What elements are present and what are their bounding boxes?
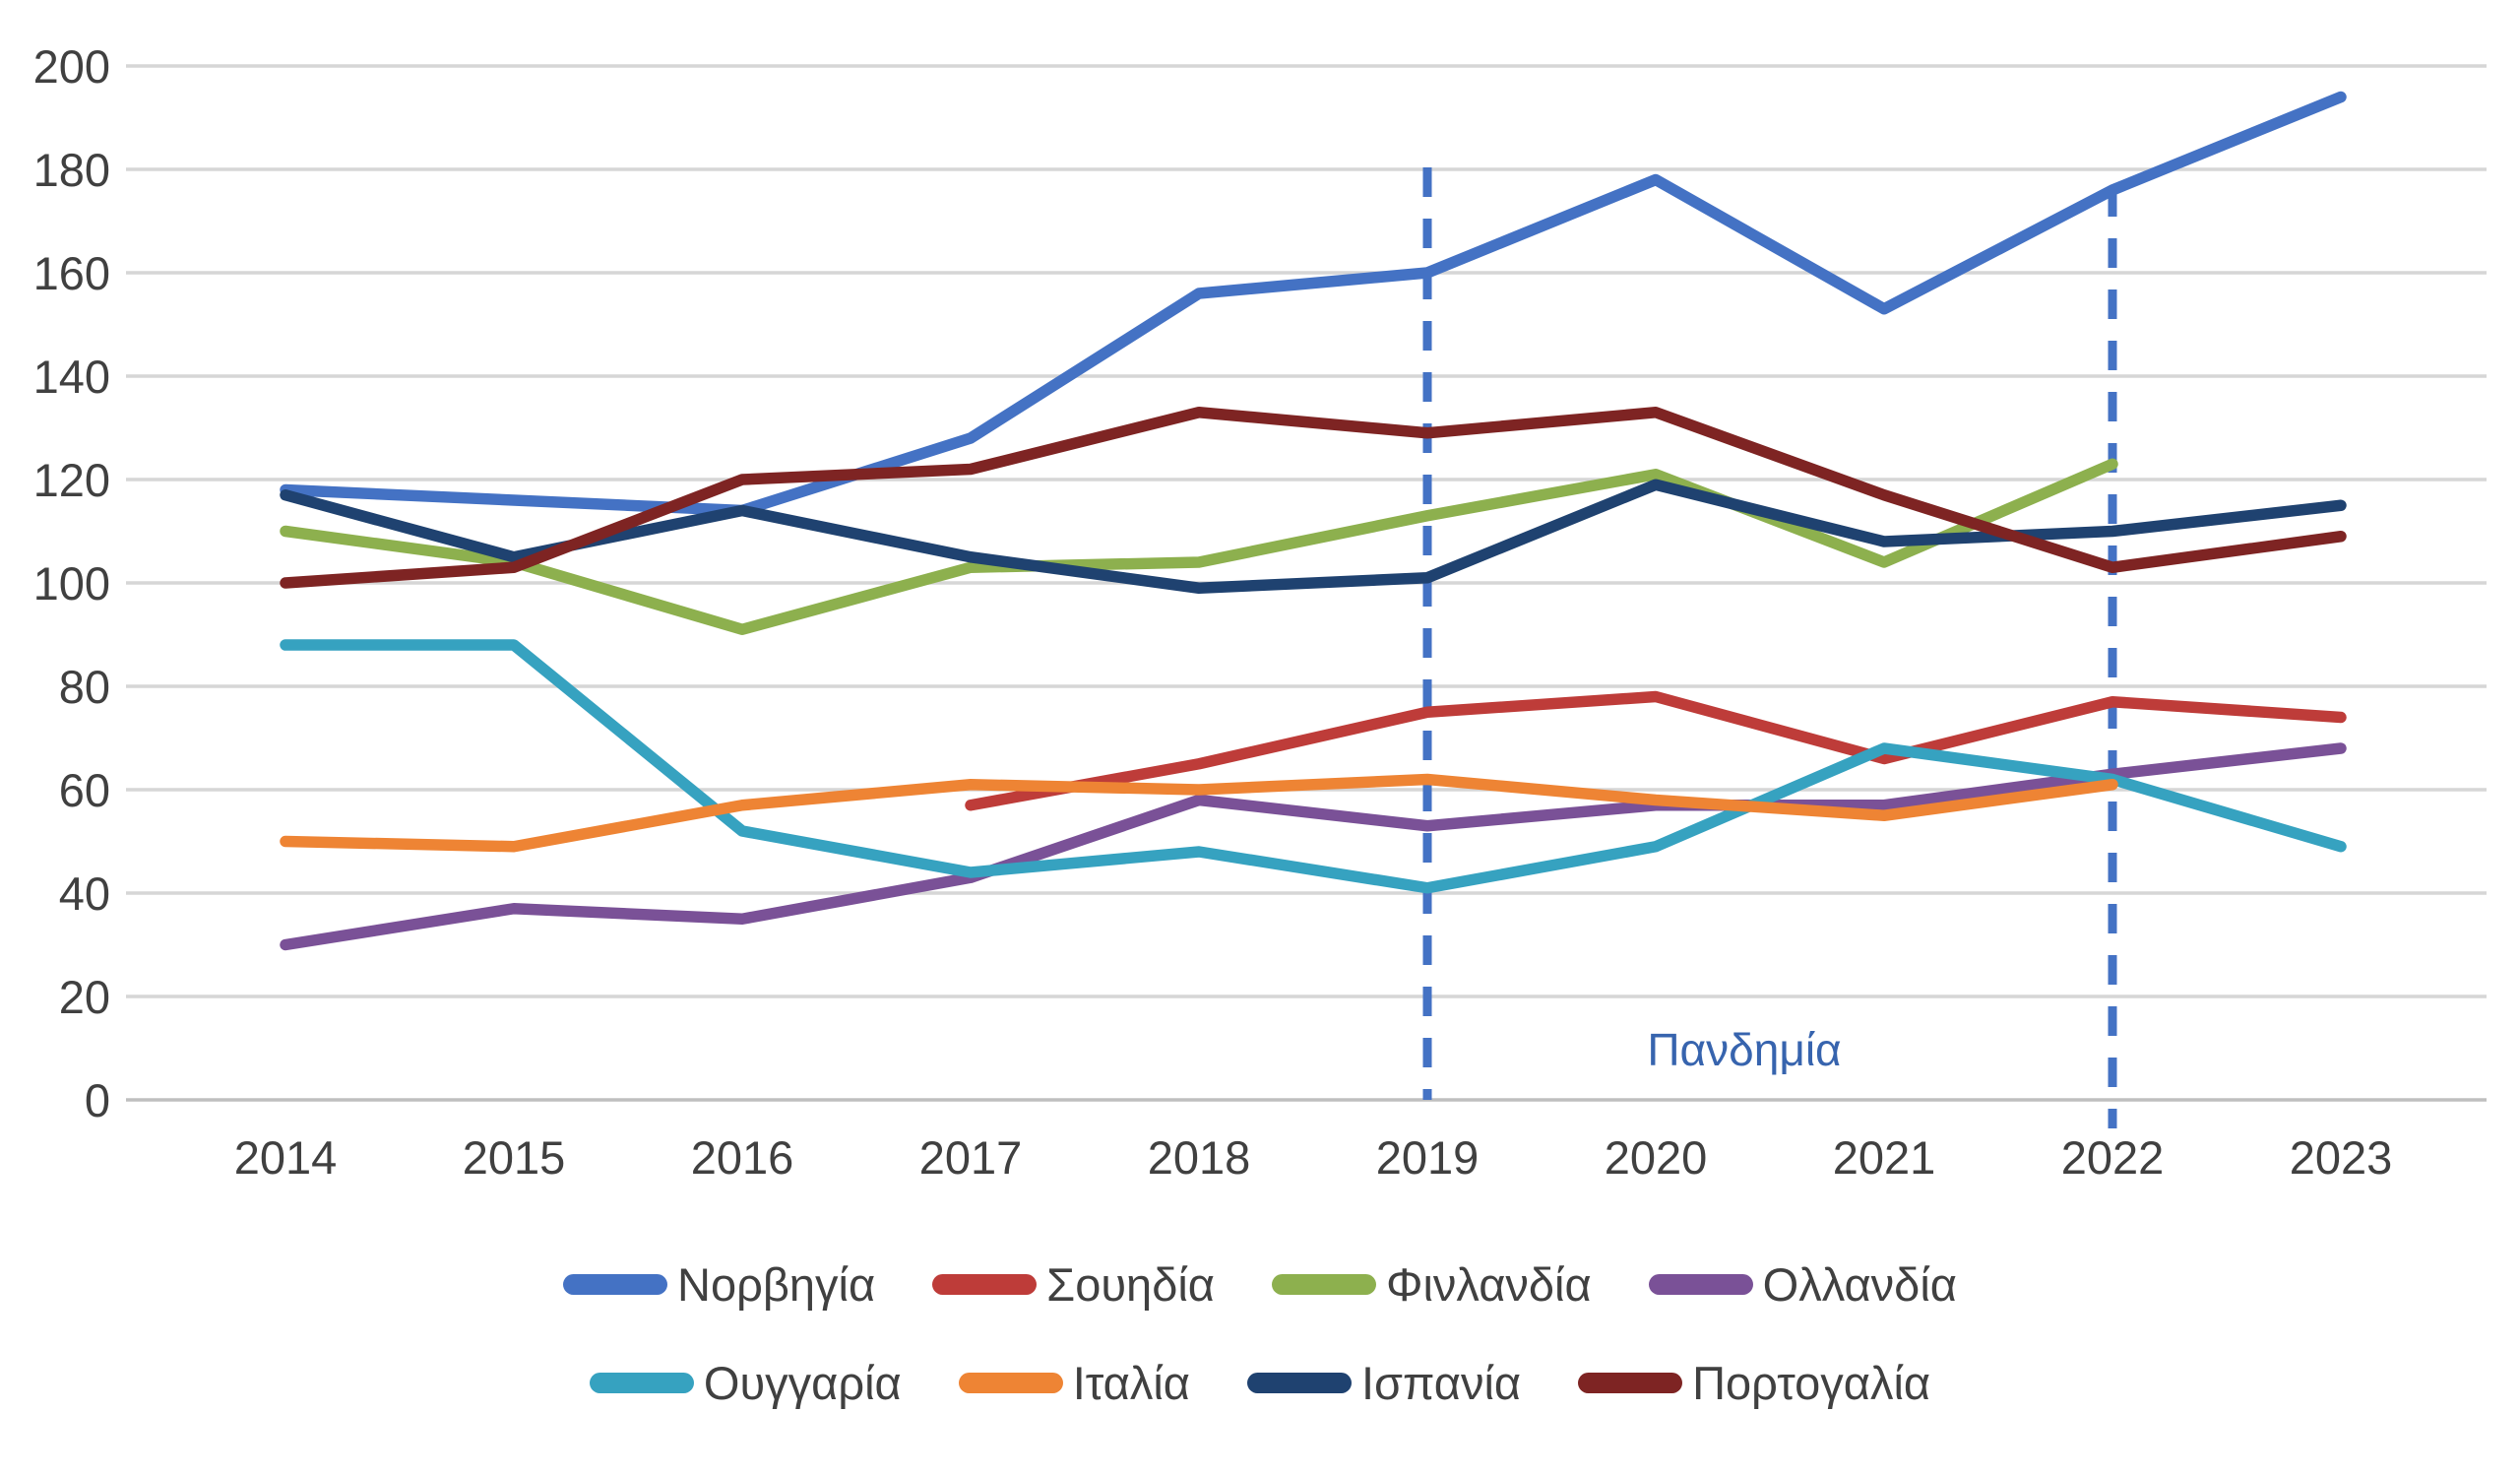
- x-tick-label: 2022: [2061, 1131, 2165, 1184]
- legend-item-Ολλανδία: Ολλανδία: [1648, 1257, 1957, 1312]
- legend-swatch-icon: [589, 1372, 694, 1393]
- legend-swatch-icon: [1271, 1273, 1376, 1295]
- legend-swatch-icon: [932, 1273, 1038, 1295]
- y-tick-label: 140: [33, 351, 110, 403]
- legend-label: Ιταλία: [1072, 1356, 1190, 1409]
- x-tick-label: 2020: [1605, 1131, 1708, 1184]
- legend-item-Φινλανδία: Φινλανδία: [1271, 1257, 1592, 1312]
- legend-item-Ουγγαρία: Ουγγαρία: [589, 1356, 902, 1410]
- x-tick-label: 2021: [1833, 1131, 1936, 1184]
- y-tick-label: 80: [59, 661, 110, 713]
- legend-label: Σουηδία: [1046, 1257, 1215, 1311]
- x-tick-label: 2018: [1148, 1131, 1251, 1184]
- y-tick-label: 60: [59, 764, 110, 816]
- legend-swatch-icon: [1578, 1372, 1683, 1393]
- legend-item-Σουηδία: Σουηδία: [932, 1257, 1215, 1312]
- series-line-Πορτογαλία: [280, 407, 2347, 589]
- x-tick-label: 2017: [919, 1131, 1023, 1184]
- legend-item-Ιταλία: Ιταλία: [958, 1356, 1190, 1410]
- legend-swatch-icon: [1648, 1273, 1753, 1295]
- series-line-Σουηδία: [965, 690, 2347, 811]
- legend-swatch-icon: [563, 1273, 668, 1295]
- legend-swatch-icon: [1246, 1372, 1352, 1393]
- legend-label: Ισπανία: [1360, 1356, 1522, 1409]
- legend-row-2: Ουγγαρία Ιταλία Ισπανία Πορτογαλία: [0, 1335, 2520, 1430]
- legend-label: Φινλανδία: [1385, 1257, 1592, 1311]
- series-line-Ολλανδία: [280, 742, 2347, 951]
- legend-label: Νορβηγία: [677, 1257, 876, 1311]
- y-tick-label: 100: [33, 557, 110, 610]
- x-tick-label: 2023: [2290, 1131, 2393, 1184]
- x-tick-label: 2016: [691, 1131, 794, 1184]
- y-tick-label: 160: [33, 247, 110, 299]
- y-tick-label: 40: [59, 867, 110, 920]
- legend-row-1: Νορβηγία Σουηδία Φινλανδία Ολλανδία: [0, 1237, 2520, 1331]
- legend-label: Ολλανδία: [1762, 1257, 1957, 1311]
- pandemic-label: Πανδημία: [1647, 1024, 1841, 1075]
- y-tick-label: 0: [85, 1074, 110, 1126]
- legend-item-Νορβηγία: Νορβηγία: [563, 1257, 875, 1312]
- y-tick-label: 180: [33, 144, 110, 196]
- series-line-Φινλανδία: [280, 458, 2118, 635]
- series-line-Ουγγαρία: [280, 639, 2347, 894]
- series-line-Ιταλία: [280, 773, 2118, 853]
- x-tick-label: 2019: [1376, 1131, 1480, 1184]
- x-tick-label: 2015: [463, 1131, 566, 1184]
- legend-swatch-icon: [958, 1372, 1063, 1393]
- legend-label: Ουγγαρία: [703, 1356, 902, 1409]
- legend-label: Πορτογαλία: [1692, 1356, 1931, 1409]
- legend-item-Ισπανία: Ισπανία: [1246, 1356, 1522, 1410]
- x-tick-label: 2014: [234, 1131, 338, 1184]
- y-tick-label: 200: [33, 40, 110, 93]
- y-tick-label: 120: [33, 454, 110, 506]
- y-tick-label: 20: [59, 971, 110, 1023]
- legend-item-Πορτογαλία: Πορτογαλία: [1578, 1356, 1930, 1410]
- series-line-Νορβηγία: [280, 91, 2347, 517]
